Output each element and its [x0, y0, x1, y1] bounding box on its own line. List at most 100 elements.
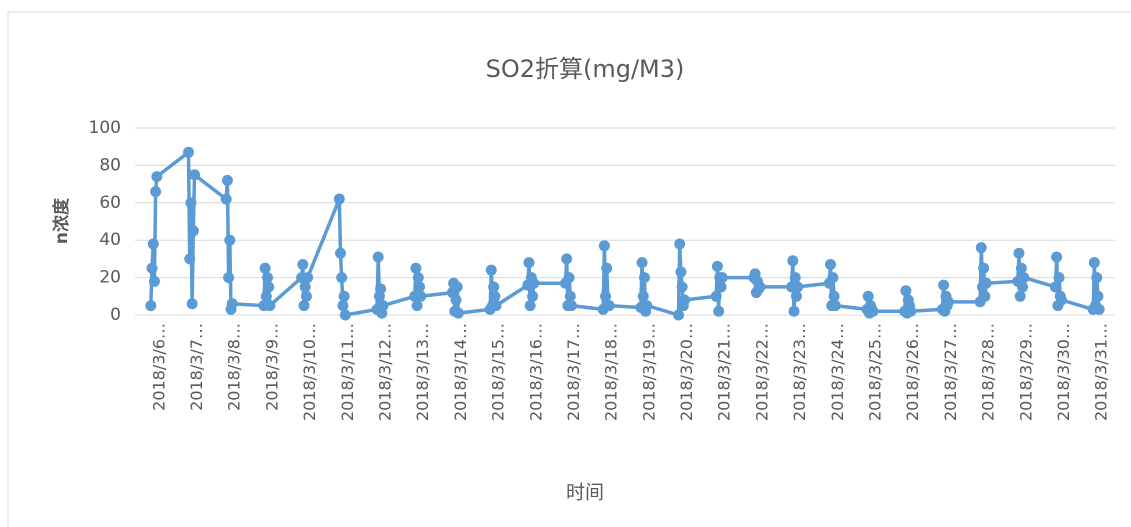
- point-marker: [411, 300, 423, 312]
- point-marker: [262, 272, 274, 284]
- point-marker: [528, 277, 540, 289]
- point-marker: [338, 290, 350, 302]
- point-marker: [297, 259, 309, 271]
- point-marker: [186, 298, 198, 310]
- point-marker: [415, 290, 427, 302]
- point-marker: [263, 281, 275, 293]
- point-marker: [792, 281, 804, 293]
- point-marker: [183, 146, 195, 158]
- point-marker: [299, 281, 311, 293]
- point-marker: [1053, 272, 1065, 284]
- point-marker: [862, 290, 874, 302]
- point-marker: [452, 307, 464, 319]
- point-marker: [641, 300, 653, 312]
- point-marker: [413, 281, 425, 293]
- point-marker: [638, 272, 650, 284]
- x-tick-label: 2018/3/27…: [941, 323, 960, 421]
- point-marker: [980, 277, 992, 289]
- x-tick-label: 2018/3/13…: [413, 323, 432, 421]
- point-marker: [754, 281, 766, 293]
- point-marker: [302, 272, 314, 284]
- point-marker: [827, 272, 839, 284]
- point-marker: [410, 262, 422, 274]
- x-tick-label: 2018/3/23…: [790, 323, 809, 421]
- x-tick-label: 2018/3/8…: [225, 323, 244, 411]
- point-marker: [790, 290, 802, 302]
- point-marker: [377, 300, 389, 312]
- point-marker: [564, 290, 576, 302]
- point-marker: [260, 290, 272, 302]
- point-marker: [333, 193, 345, 205]
- point-marker: [450, 294, 462, 306]
- point-marker: [184, 253, 196, 265]
- point-marker: [372, 251, 384, 263]
- x-tick-label: 2018/3/9…: [262, 323, 281, 411]
- point-marker: [1088, 257, 1100, 269]
- point-marker: [789, 272, 801, 284]
- point-marker: [490, 300, 502, 312]
- point-marker: [825, 259, 837, 271]
- x-tick-label: 2018/3/7…: [187, 323, 206, 411]
- point-marker: [300, 290, 312, 302]
- point-marker: [1091, 272, 1103, 284]
- chart-title: SO2折算(mg/M3): [486, 55, 685, 83]
- point-marker: [150, 186, 162, 198]
- point-marker: [1014, 290, 1026, 302]
- point-marker: [716, 272, 728, 284]
- x-tick-label: 2018/3/22…: [752, 323, 771, 421]
- point-marker: [715, 281, 727, 293]
- x-tick-label: 2018/3/11…: [338, 323, 357, 421]
- point-marker: [942, 296, 954, 308]
- point-marker: [679, 294, 691, 306]
- point-marker: [1051, 251, 1063, 263]
- point-marker: [148, 275, 160, 287]
- y-tick-label: 0: [110, 305, 121, 325]
- point-marker: [488, 281, 500, 293]
- point-marker: [412, 272, 424, 284]
- point-marker: [829, 300, 841, 312]
- x-tick-label: 2018/3/30…: [1054, 323, 1073, 421]
- point-marker: [975, 242, 987, 254]
- x-tick-label: 2018/3/14…: [451, 323, 470, 421]
- y-tick-label: 60: [99, 193, 121, 213]
- point-marker: [375, 283, 387, 295]
- x-tick-label: 2018/3/26…: [903, 323, 922, 421]
- series-line: [149, 150, 1101, 317]
- point-marker: [710, 290, 722, 302]
- point-marker: [1018, 272, 1030, 284]
- x-axis-title: 时间: [566, 482, 604, 504]
- point-marker: [600, 290, 612, 302]
- point-marker: [788, 305, 800, 317]
- point-marker: [151, 171, 163, 183]
- point-marker: [527, 290, 539, 302]
- point-marker: [339, 309, 351, 321]
- point-marker: [224, 234, 236, 246]
- point-marker: [636, 257, 648, 269]
- point-marker: [259, 262, 271, 274]
- y-axis-title: n浓度: [51, 197, 72, 244]
- x-tick-label: 2018/3/25…: [866, 323, 885, 421]
- point-marker: [337, 300, 349, 312]
- point-marker: [1015, 262, 1027, 274]
- x-tick-label: 2018/3/29…: [1016, 323, 1035, 421]
- point-marker: [711, 260, 723, 272]
- point-marker: [1093, 303, 1105, 315]
- point-marker: [1092, 290, 1104, 302]
- point-marker: [676, 281, 688, 293]
- point-marker: [147, 238, 159, 250]
- point-marker: [905, 305, 917, 317]
- x-tick-label: 2018/3/16…: [526, 323, 545, 421]
- x-tick-label: 2018/3/17…: [564, 323, 583, 421]
- point-marker: [1049, 281, 1061, 293]
- point-marker: [675, 266, 687, 278]
- x-tick-label: 2018/3/12…: [376, 323, 395, 421]
- y-tick-label: 40: [99, 230, 121, 250]
- point-marker: [1055, 294, 1067, 306]
- point-marker: [601, 262, 613, 274]
- point-marker: [223, 272, 235, 284]
- point-marker: [146, 262, 158, 274]
- x-tick-label: 2018/3/15…: [489, 323, 508, 421]
- point-marker: [979, 290, 991, 302]
